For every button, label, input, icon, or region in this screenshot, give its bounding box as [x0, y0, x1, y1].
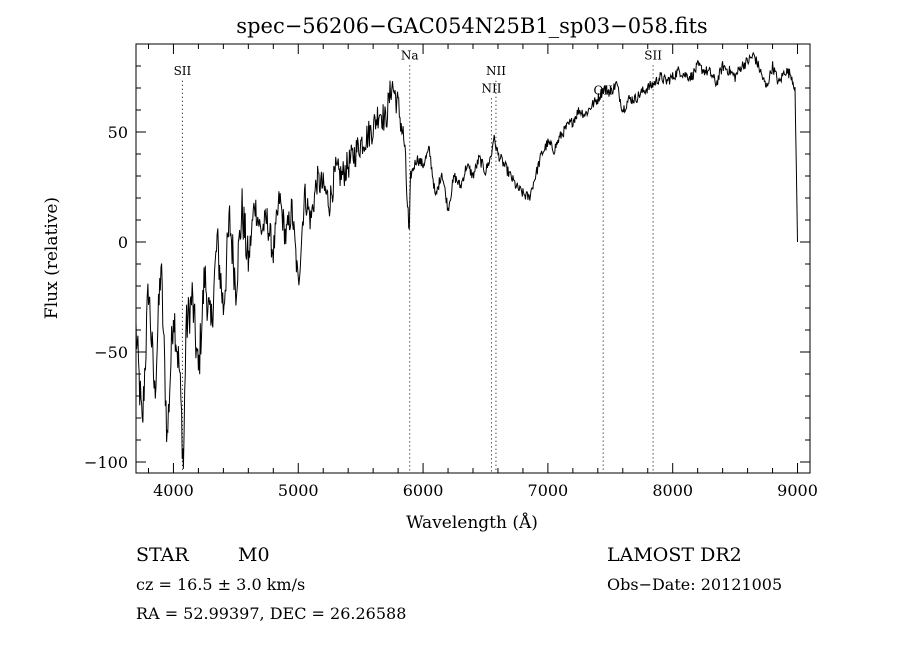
redshift-cz: cz = 16.5 ± 3.0 km/s — [136, 575, 305, 594]
x-tick-label: 8000 — [652, 481, 693, 500]
object-class: STAR — [136, 544, 189, 566]
x-tick-label: 4000 — [153, 481, 194, 500]
line-marker-label: SII — [174, 64, 192, 78]
axis-ticks: 4000 5000 6000 7000 8000 9000 −100 −50 0 50 — [84, 44, 818, 500]
x-tick-label: 6000 — [403, 481, 444, 500]
chart-title: spec−56206−GAC054N25B1_sp03−058.fits — [236, 14, 707, 38]
x-tick-label: 5000 — [278, 481, 319, 500]
y-axis-label: Flux (relative) — [42, 197, 62, 319]
spectrum-series-line — [135, 51, 798, 469]
y-tick-label: 50 — [108, 123, 128, 142]
x-tick-label: 7000 — [528, 481, 569, 500]
y-tick-label: −100 — [84, 453, 128, 472]
x-axis-label: Wavelength (Å) — [406, 512, 538, 533]
coordinates: RA = 52.99397, DEC = 26.26588 — [136, 604, 406, 623]
survey-name: LAMOST DR2 — [607, 544, 742, 566]
plot-frame — [135, 43, 811, 474]
y-tick-label: −50 — [94, 343, 128, 362]
object-subclass: M0 — [238, 544, 270, 566]
obs-date: Obs−Date: 20121005 — [607, 575, 782, 594]
line-marker-label: NII — [486, 64, 506, 78]
y-tick-label: 0 — [118, 233, 128, 252]
line-marker-label: SII — [644, 48, 662, 62]
line-marker-label: Na — [401, 48, 419, 62]
x-tick-label: 9000 — [777, 481, 818, 500]
line-marker-label: NII — [481, 81, 501, 95]
